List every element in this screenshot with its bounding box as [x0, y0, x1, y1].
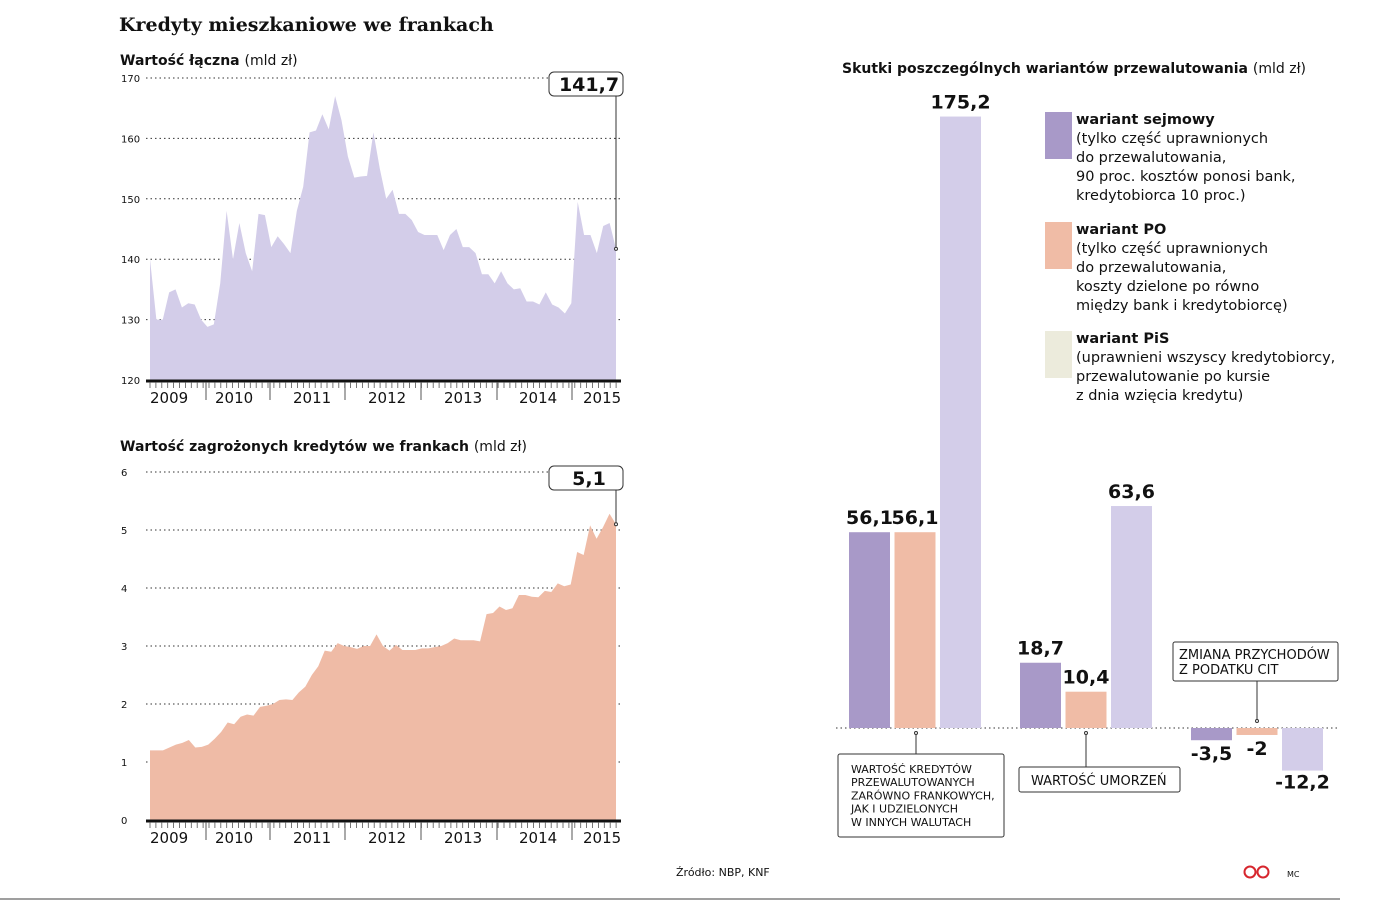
x-tick-label: 2011	[293, 389, 331, 407]
note-text: PRZEWALUTOWANYCH	[851, 776, 975, 789]
bar	[1191, 728, 1232, 741]
x-tick-label: 2014	[519, 389, 557, 407]
bar-value-label: -12,2	[1275, 772, 1330, 794]
x-tick-label: 2009	[150, 389, 188, 407]
y-tick-label: 140	[121, 255, 140, 266]
y-tick-label: 3	[121, 642, 127, 653]
note-point	[1084, 731, 1088, 735]
x-tick-label: 2012	[368, 389, 406, 407]
note-text: WARTOŚĆ KREDYTÓW	[851, 763, 972, 776]
bar-value-label: 175,2	[930, 92, 990, 114]
note-point	[914, 731, 918, 735]
legend-desc: między bank i kredytobiorcę)	[1076, 298, 1288, 314]
legend-swatch	[1045, 222, 1072, 269]
author-initials: MC	[1287, 870, 1300, 879]
data-area	[150, 513, 616, 820]
bar-value-label: -2	[1246, 738, 1267, 760]
y-tick-label: 160	[121, 134, 140, 145]
bar-value-label: 18,7	[1017, 638, 1064, 660]
conversion-bar-chart: Skutki poszczególnych wariantów przewalu…	[836, 61, 1340, 838]
y-tick-label: 5	[121, 526, 127, 537]
legend-desc: kredytobiorca 10 proc.)	[1076, 188, 1246, 204]
bar	[849, 532, 890, 728]
x-tick-label: 2015	[583, 389, 621, 407]
y-tick-label: 1	[121, 758, 127, 769]
bar	[940, 116, 981, 728]
x-tick-label: 2011	[293, 829, 331, 847]
at-risk-chart: Wartość zagrożonych kredytów we frankach…	[120, 439, 624, 847]
chart-title: Wartość łączna (mld zł)	[120, 53, 298, 69]
legend-desc: (tylko część uprawnionych	[1076, 131, 1268, 147]
value-callout	[548, 465, 624, 491]
x-tick-label: 2010	[215, 389, 253, 407]
note-box	[837, 753, 1005, 838]
legend-desc: do przewalutowania,	[1076, 150, 1226, 166]
bar	[1020, 662, 1061, 728]
note-text: ZMIANA PRZYCHODÓW	[1179, 647, 1330, 663]
x-tick-label: 2009	[150, 829, 188, 847]
legend-desc: do przewalutowania,	[1076, 260, 1226, 276]
y-tick-label: 170	[121, 74, 140, 85]
bar-value-label: 56,1	[846, 507, 893, 529]
total-value-chart: Wartość łączna (mld zł) 120 130 140 150 160 17…	[120, 53, 624, 407]
bar	[894, 532, 936, 728]
legend-desc: koszty dzielone po równo	[1076, 279, 1259, 295]
legend-desc: (tylko część uprawnionych	[1076, 241, 1268, 257]
y-tick-label: 4	[121, 584, 127, 595]
x-tick-label: 2014	[519, 829, 557, 847]
chart-title: Wartość zagrożonych kredytów we frankach…	[120, 439, 527, 455]
legend-name: wariant PO	[1076, 222, 1166, 238]
callout-value: 141,7	[559, 74, 619, 96]
x-tick-label: 2013	[444, 829, 482, 847]
x-tick-label: 2010	[215, 829, 253, 847]
note-text: ZARÓWNO FRANKOWYCH,	[851, 789, 995, 802]
x-tick-label: 2013	[444, 389, 482, 407]
legend-name: wariant PiS	[1076, 331, 1169, 347]
value-callout	[548, 71, 624, 97]
note-point	[1255, 719, 1259, 723]
note-text: W INNYCH WALUTACH	[851, 816, 971, 829]
legend-swatch	[1045, 112, 1072, 159]
bar-value-label: 63,6	[1108, 481, 1155, 503]
x-tick-label: 2012	[368, 829, 406, 847]
bar-value-label: 56,1	[892, 507, 939, 529]
callout-value: 5,1	[572, 468, 606, 490]
bar	[1065, 691, 1107, 728]
legend-swatch	[1045, 331, 1072, 378]
note-text: WARTOŚĆ UMORZEŃ	[1031, 773, 1167, 789]
y-tick-label: 2	[121, 700, 127, 711]
note-text: Z PODATKU CIT	[1179, 663, 1278, 678]
callout-point	[614, 522, 618, 527]
legend-desc: 90 proc. kosztów ponosi bank,	[1076, 169, 1296, 185]
bar	[1236, 728, 1278, 735]
bar	[1111, 506, 1152, 728]
legend-desc: (uprawnieni wszyscy kredytobiorcy,	[1076, 350, 1335, 366]
chart-title: Skutki poszczególnych wariantów przewalu…	[842, 61, 1306, 77]
y-tick-label: 130	[121, 316, 140, 327]
legend-desc: przewalutowanie po kursie	[1076, 369, 1270, 385]
copyright-logo-icon	[1243, 865, 1270, 879]
bar-value-label: -3,5	[1191, 743, 1233, 765]
source-note: Źródło: NBP, KNF	[676, 866, 770, 879]
legend-desc: z dnia wzięcia kredytu)	[1076, 388, 1243, 404]
y-tick-label: 6	[121, 468, 127, 479]
bar	[1282, 728, 1323, 771]
y-tick-label: 150	[121, 195, 140, 206]
note-box	[1172, 641, 1339, 682]
bar-value-label: 10,4	[1063, 667, 1110, 689]
x-tick-label: 2015	[583, 829, 621, 847]
note-box	[1018, 766, 1181, 793]
note-text: JAK I UDZIELONYCH	[850, 803, 958, 816]
y-tick-label: 0	[121, 816, 127, 827]
main-title: Kredyty mieszkaniowe we frankach	[119, 14, 494, 36]
callout-point	[614, 246, 618, 251]
data-area	[150, 96, 616, 381]
y-tick-label: 120	[121, 376, 140, 387]
legend-name: wariant sejmowy	[1076, 112, 1215, 128]
